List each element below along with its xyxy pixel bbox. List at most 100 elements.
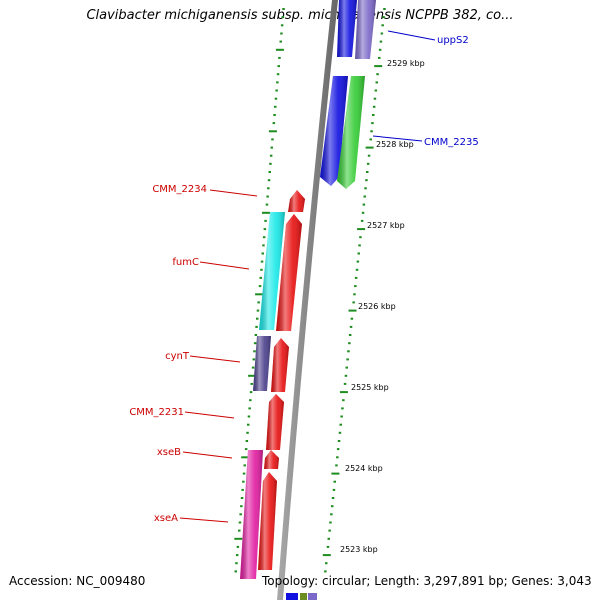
label-leader-lines <box>179 30 436 523</box>
minor-tick <box>331 505 334 508</box>
minor-tick <box>326 545 330 548</box>
scale-label: 2524 kbp <box>345 464 383 473</box>
gene-label-CMM_2234[interactable]: CMM_2234 <box>152 184 207 195</box>
major-tick <box>255 293 264 296</box>
gene-label-uppS2[interactable]: uppS2 <box>437 35 469 46</box>
gene-arrow-CMM_2235 <box>337 76 365 189</box>
minor-tick <box>344 374 348 377</box>
minor-tick <box>269 154 273 157</box>
minor-tick <box>369 138 372 141</box>
gene-arrow-uppS2 <box>355 0 376 59</box>
gene-label-fumC[interactable]: fumC <box>172 257 199 268</box>
gene-arrow-fumC <box>259 212 285 330</box>
minor-tick <box>240 497 244 499</box>
minor-tick <box>238 529 241 532</box>
major-tick <box>275 48 284 51</box>
minor-tick <box>355 268 359 271</box>
minor-tick <box>270 146 273 149</box>
partial-genes-bottom <box>286 593 317 600</box>
minor-tick <box>245 440 249 442</box>
major-tick <box>262 211 270 214</box>
minor-tick <box>371 122 374 125</box>
minor-tick <box>247 423 250 426</box>
major-tick <box>357 228 366 231</box>
minor-tick <box>373 97 377 100</box>
forward-strand-genes <box>240 190 305 579</box>
leader-line-CMM_2231 <box>184 411 235 419</box>
minor-tick <box>281 16 285 19</box>
gene-label-xseB[interactable]: xseB <box>157 447 181 458</box>
minor-tick <box>325 562 328 565</box>
minor-tick <box>336 456 339 459</box>
minor-tick <box>335 464 338 467</box>
major-tick <box>339 391 348 394</box>
minor-tick <box>339 423 342 426</box>
minor-tick <box>348 342 351 345</box>
minor-tick <box>240 505 243 508</box>
major-tick <box>374 65 383 68</box>
minor-tick <box>276 81 279 84</box>
minor-tick <box>280 32 283 35</box>
gene-label-cynT[interactable]: cynT <box>165 351 190 362</box>
leader-line-uppS2 <box>387 30 436 41</box>
minor-tick <box>275 89 278 92</box>
major-tick <box>365 146 374 149</box>
leader-line-xseB <box>182 451 233 459</box>
minor-tick <box>252 358 255 361</box>
minor-tick <box>364 187 367 190</box>
minor-tick <box>235 554 239 557</box>
minor-tick <box>362 203 366 206</box>
minor-tick <box>360 219 364 222</box>
minor-tick <box>244 448 248 451</box>
gene-label-CMM_2231[interactable]: CMM_2231 <box>129 407 184 418</box>
gene-arrow-xseA <box>240 450 263 579</box>
minor-tick <box>354 285 357 288</box>
gene-label-CMM_2235[interactable]: CMM_2235 <box>424 137 479 148</box>
minor-tick <box>367 154 371 157</box>
gene-arrow-olive[interactable] <box>300 593 307 600</box>
minor-tick <box>280 24 284 27</box>
tick-marks-right <box>322 8 386 573</box>
gene-arrow-CMM_2234 <box>288 190 305 212</box>
minor-tick <box>378 56 381 59</box>
major-tick <box>241 456 250 459</box>
minor-tick <box>366 171 369 173</box>
major-tick <box>322 554 331 557</box>
minor-tick <box>372 114 375 116</box>
minor-tick <box>328 529 331 532</box>
minor-tick <box>331 497 335 499</box>
minor-tick <box>253 342 257 345</box>
minor-tick <box>345 366 348 369</box>
gene-arrow-slate[interactable] <box>308 593 317 600</box>
minor-tick <box>337 440 341 442</box>
minor-tick <box>247 415 251 418</box>
leader-line-CMM_2234 <box>209 189 258 197</box>
minor-tick <box>363 195 366 198</box>
minor-tick <box>273 114 276 116</box>
minor-tick <box>261 252 264 255</box>
minor-tick <box>254 334 258 336</box>
minor-tick <box>383 8 386 10</box>
genome-backbone <box>277 0 338 600</box>
minor-tick <box>357 252 360 255</box>
minor-tick <box>333 480 336 483</box>
minor-tick <box>272 122 276 125</box>
gene-arrow-dark-blue <box>337 0 357 57</box>
minor-tick <box>265 203 269 206</box>
major-tick <box>248 374 257 377</box>
gene-label-xseA[interactable]: xseA <box>154 513 178 524</box>
scale-label: 2525 kbp <box>351 383 389 392</box>
minor-tick <box>268 171 271 173</box>
minor-tick <box>330 513 333 516</box>
minor-tick <box>258 285 262 288</box>
minor-tick <box>349 325 353 328</box>
minor-tick <box>242 480 245 483</box>
minor-tick <box>260 268 263 271</box>
minor-tick <box>241 488 244 491</box>
scale-label: 2523 kbp <box>340 545 378 554</box>
minor-tick <box>255 325 258 328</box>
gene-arrow-dark-blue[interactable] <box>286 593 298 600</box>
gene-arrow-xseB <box>264 450 279 469</box>
leader-line-xseA <box>179 517 229 523</box>
